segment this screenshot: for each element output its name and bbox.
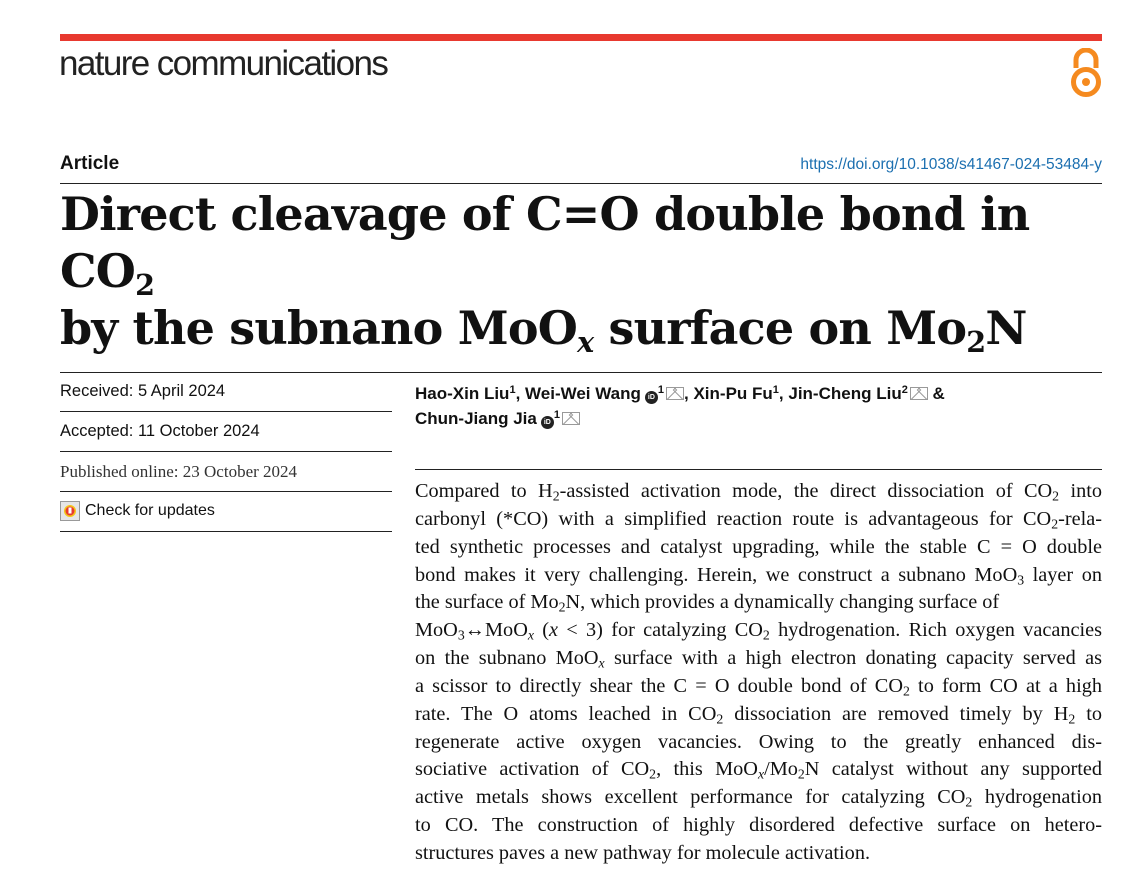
subscript: x <box>598 655 605 671</box>
subscript: 2 <box>762 627 770 643</box>
subscript: x <box>549 619 559 642</box>
author[interactable]: Jin-Cheng Liu <box>788 384 902 403</box>
article-title: Direct cleavage of C=O double bond in CO… <box>60 186 1136 357</box>
open-access-lock-icon <box>1071 48 1101 97</box>
accepted-date: Accepted: 11 October 2024 <box>60 422 260 440</box>
abstract-line: Compared to H2-assisted activation mode,… <box>415 480 1103 504</box>
title-line: Direct cleavage of C=O double bond in CO… <box>60 187 1030 302</box>
subscript: 2 <box>902 683 910 699</box>
divider <box>60 411 392 412</box>
divider <box>60 183 1102 184</box>
email-icon[interactable] <box>666 387 685 400</box>
subscript: x <box>757 766 765 782</box>
abstract-line: carbonyl (*CO) with a simplified reactio… <box>415 507 1102 532</box>
affiliation-marker: 2 <box>901 384 908 396</box>
subscript: 2 <box>135 267 155 302</box>
abstract: Compared to H2-assisted activation mode,… <box>415 478 1102 868</box>
subscript: 2 <box>1068 711 1076 727</box>
abstract-line: structures paves a new pathway for molec… <box>415 841 871 864</box>
subscript: 3 <box>457 627 465 643</box>
divider <box>60 372 1102 373</box>
title-line: by the subnano MoOx surface on Mo2N <box>60 301 1027 359</box>
subscript: 2 <box>965 794 973 810</box>
check-updates-icon <box>60 501 80 521</box>
divider <box>60 451 392 452</box>
orcid-icon[interactable]: iD <box>540 416 554 429</box>
divider <box>415 469 1102 470</box>
email-icon[interactable] <box>561 412 580 425</box>
journal-brand-bar <box>60 34 1102 41</box>
subscript: x <box>527 627 534 643</box>
abstract-line: a scissor to directly shear the C = O do… <box>415 674 1102 699</box>
author[interactable]: Wei-Wei Wang <box>525 384 641 403</box>
abstract-line: regenerate active oxygen vacancies. Owin… <box>415 730 1102 753</box>
abstract-line: sociative activation of CO2, this MoOx/M… <box>415 758 1102 782</box>
abstract-line: the surface of Mo2N, which provides a dy… <box>415 591 1000 615</box>
author[interactable]: Xin-Pu Fu <box>693 384 773 403</box>
email-icon[interactable] <box>909 387 928 400</box>
doi-link[interactable]: https://doi.org/10.1038/s41467-024-53484… <box>800 156 1102 173</box>
divider <box>60 491 392 492</box>
affiliation-marker: 1 <box>772 384 779 396</box>
affiliation-marker: 1 <box>509 384 516 396</box>
abstract-line: rate. The O atoms leached in CO2 dissoci… <box>415 702 1102 727</box>
check-updates-label: Check for updates <box>85 502 215 519</box>
subscript: 2 <box>1051 516 1059 532</box>
subscript: 2 <box>649 766 657 782</box>
subscript: 2 <box>552 488 560 504</box>
subscript: 3 <box>1017 571 1025 587</box>
abstract-line: ted synthetic processes and catalyst upg… <box>415 535 1102 558</box>
author[interactable]: Hao-Xin Liu <box>415 384 510 403</box>
subscript: 2 <box>716 711 724 727</box>
check-for-updates-button[interactable]: Check for updates <box>60 501 215 521</box>
subscript: 2 <box>1052 488 1060 504</box>
abstract-line: MoO3↔MoOx (x < 3) for catalyzing CO2 hyd… <box>415 619 1102 643</box>
affiliation-marker: 1 <box>553 409 560 421</box>
divider <box>60 531 392 532</box>
author-list: Hao-Xin Liu1, Wei-Wei Wang iD1, Xin-Pu Fu… <box>415 384 945 429</box>
subscript: 2 <box>966 324 986 359</box>
abstract-line: to CO. The construction of highly disord… <box>415 814 1102 837</box>
article-type: Article <box>60 153 120 174</box>
subscript: 2 <box>797 766 805 782</box>
subscript: 2 <box>558 599 566 615</box>
affiliation-marker: 1 <box>657 384 665 396</box>
abstract-line: bond makes it very challenging. Herein, … <box>415 563 1102 587</box>
subscript: x <box>577 324 594 359</box>
received-date: Received: 5 April 2024 <box>60 382 226 400</box>
abstract-line: on the subnano MoOx surface with a high … <box>415 647 1103 671</box>
published-date: Published online: 23 October 2024 <box>60 462 298 481</box>
orcid-icon[interactable]: iD <box>644 391 658 404</box>
author[interactable]: Chun-Jiang Jia <box>415 409 537 428</box>
journal-name: nature communications <box>59 44 389 83</box>
abstract-line: active metals shows excellent performanc… <box>415 786 1102 810</box>
